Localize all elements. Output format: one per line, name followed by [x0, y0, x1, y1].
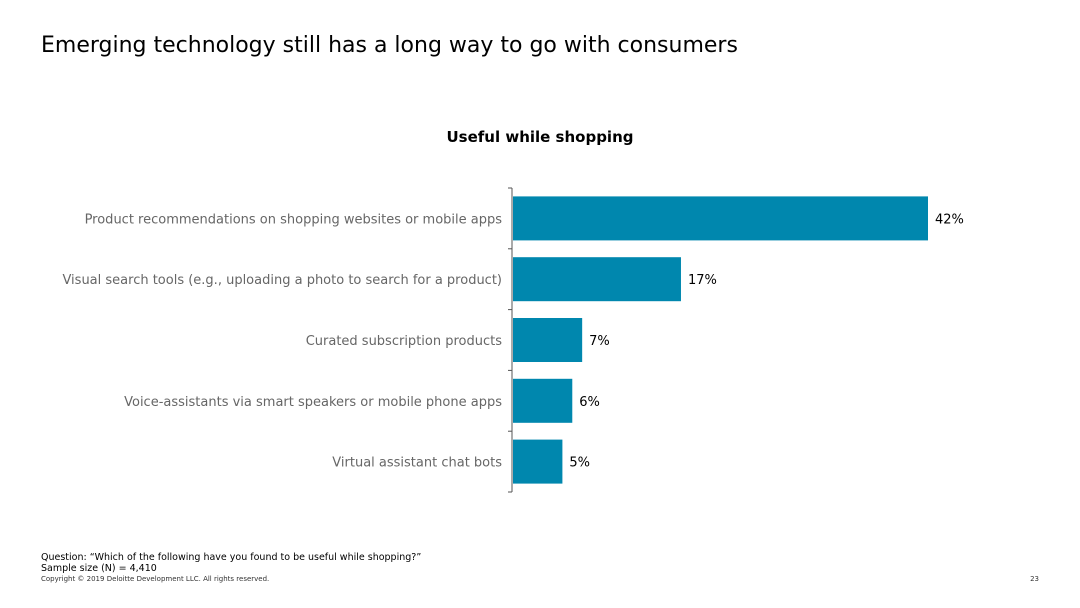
category-label: Virtual assistant chat bots: [332, 456, 502, 471]
bar: [513, 318, 582, 362]
data-label: 7%: [589, 334, 610, 349]
page-number: 23: [1030, 575, 1039, 583]
bar: [513, 257, 681, 301]
category-label: Curated subscription products: [306, 334, 503, 349]
bar: [513, 379, 572, 423]
sample-size: Sample size (N) = 4,410: [41, 563, 157, 574]
bar: [513, 440, 562, 484]
bar: [513, 196, 928, 240]
copyright: Copyright © 2019 Deloitte Development LL…: [41, 575, 269, 583]
data-label: 42%: [935, 212, 964, 227]
data-label: 6%: [579, 395, 600, 410]
data-label: 17%: [688, 273, 717, 288]
data-label: 5%: [569, 456, 590, 471]
category-label: Voice-assistants via smart speakers or m…: [124, 395, 502, 410]
category-label: Visual search tools (e.g., uploading a p…: [62, 273, 502, 288]
survey-question: Question: “Which of the following have y…: [41, 552, 421, 563]
category-label: Product recommendations on shopping webs…: [85, 212, 503, 227]
